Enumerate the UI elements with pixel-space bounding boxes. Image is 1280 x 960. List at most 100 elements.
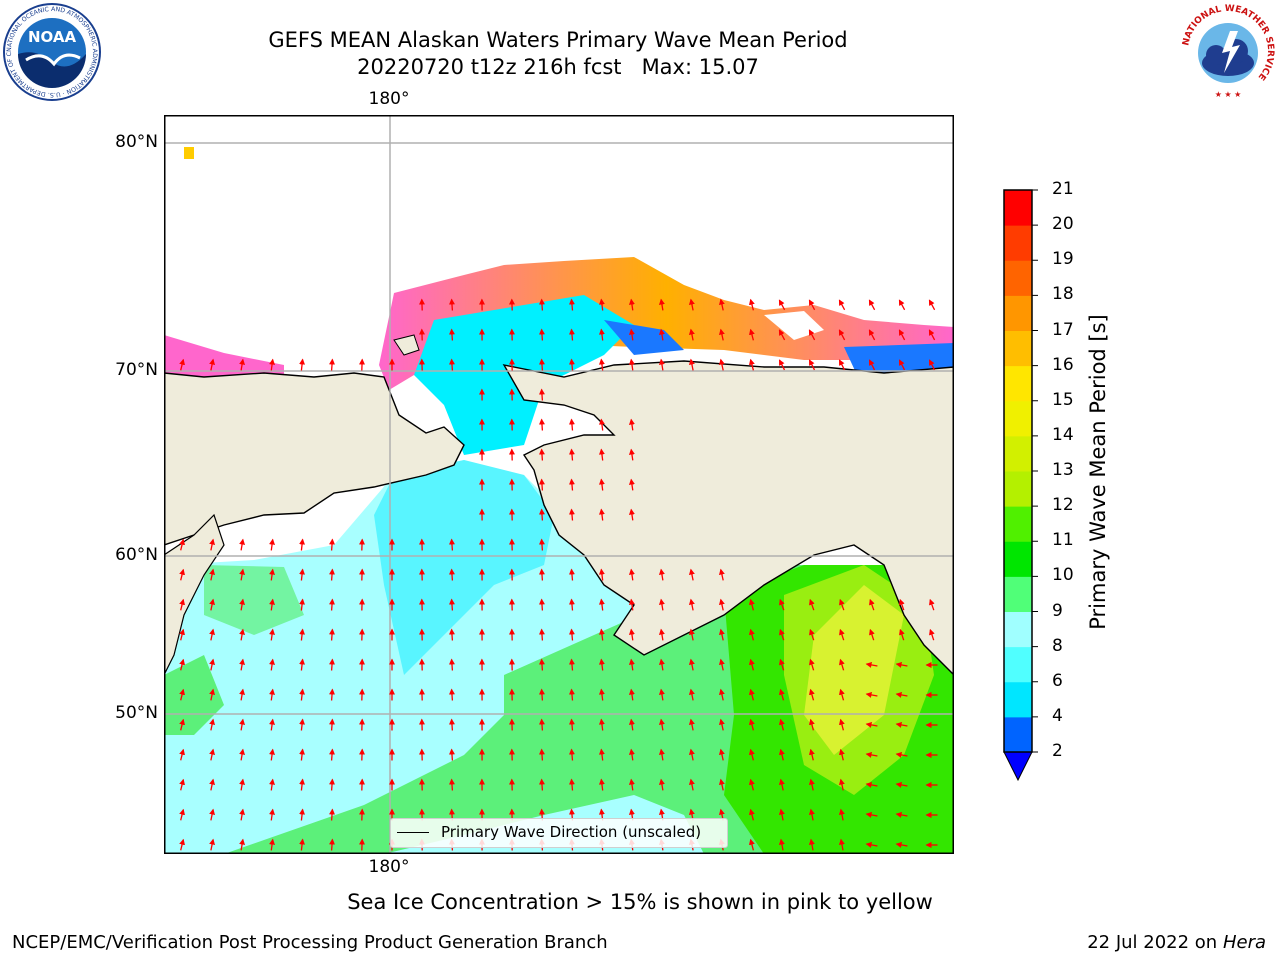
- wave-arrow: [748, 298, 755, 311]
- wave-arrow: [658, 628, 665, 641]
- wave-arrow: [808, 718, 815, 731]
- wave-arrow: [239, 748, 246, 761]
- colorbar-segment: [1004, 506, 1032, 542]
- wave-arrow: [299, 658, 306, 671]
- wave-arrow: [808, 299, 816, 311]
- wave-arrow: [538, 328, 545, 341]
- wave-arrow: [329, 358, 336, 371]
- wave-arrow: [538, 748, 545, 761]
- footer-date-text: 22 Jul 2022 on: [1087, 932, 1223, 953]
- wave-arrow: [299, 718, 306, 731]
- wave-arrow: [898, 329, 906, 341]
- colorbar-tick-label: 13: [1052, 460, 1074, 480]
- wave-arrow: [778, 299, 786, 311]
- wave-arrow: [778, 718, 785, 731]
- wave-arrow: [598, 358, 605, 371]
- wave-arrow: [628, 598, 635, 611]
- wave-arrow: [269, 538, 276, 551]
- wave-arrow: [688, 358, 695, 371]
- wave-arrow: [299, 808, 306, 821]
- wave-arrow: [209, 748, 216, 761]
- wave-arrow: [658, 748, 665, 761]
- wave-arrow: [895, 841, 908, 848]
- wave-arrow: [179, 718, 186, 731]
- wave-direction-arrows: [179, 298, 938, 851]
- wave-arrow: [598, 718, 605, 731]
- wave-arrow: [568, 628, 575, 641]
- wave-arrow: [778, 808, 785, 821]
- wave-arrow: [448, 598, 455, 611]
- wave-arrow: [179, 688, 186, 701]
- wave-arrow: [779, 598, 785, 611]
- wave-arrow: [209, 658, 216, 671]
- wave-arrow: [628, 508, 635, 521]
- wave-arrow: [179, 598, 186, 611]
- wave-arrow: [778, 658, 785, 671]
- wave-arrow: [865, 781, 878, 788]
- wave-arrow: [838, 658, 845, 671]
- footer-host: Hera: [1222, 932, 1266, 953]
- wave-arrow: [898, 359, 906, 371]
- chart-title: GEFS MEAN Alaskan Waters Primary Wave Me…: [268, 28, 848, 52]
- wave-arrow: [179, 358, 186, 371]
- wave-arrow: [269, 808, 276, 821]
- wave-arrow: [688, 598, 695, 611]
- wave-arrow: [838, 808, 845, 821]
- colorbar-segment: [1004, 225, 1032, 261]
- lat-label-80n: 80°N: [115, 132, 158, 152]
- wave-arrow: [329, 598, 336, 611]
- colorbar-tick-label: 21: [1052, 179, 1074, 199]
- colorbar-segment: [1004, 716, 1032, 753]
- wave-arrow: [448, 568, 455, 581]
- wave-arrow: [598, 448, 605, 461]
- wave-arrow: [538, 478, 545, 491]
- wave-arrow: [538, 298, 545, 311]
- wave-arrow: [628, 448, 635, 461]
- nws-logo: NATIONAL WEATHER SERVICE ★ ★ ★: [1180, 3, 1276, 99]
- legend-text: Primary Wave Direction (unscaled): [441, 823, 702, 841]
- wave-arrow: [718, 688, 725, 701]
- wave-arrow: [209, 808, 216, 821]
- colorbar-tick-label: 14: [1052, 424, 1074, 445]
- wave-arrow: [538, 688, 545, 701]
- wave-arrow: [838, 778, 845, 791]
- wave-arrow: [598, 478, 605, 491]
- wave-arrow: [598, 658, 605, 671]
- wave-arrow: [209, 598, 216, 611]
- wave-arrow: [239, 598, 246, 611]
- wave-arrow: [718, 298, 725, 311]
- footer-credit: NCEP/EMC/Verification Post Processing Pr…: [12, 932, 608, 953]
- wave-arrow: [299, 838, 306, 851]
- wave-arrow: [628, 568, 635, 581]
- wave-arrow: [838, 359, 846, 371]
- wave-arrow: [748, 778, 755, 791]
- wave-arrow: [598, 328, 605, 341]
- wave-arrow: [239, 658, 246, 671]
- wave-arrow: [899, 628, 905, 641]
- wave-arrow: [718, 568, 725, 581]
- wave-arrow: [239, 568, 246, 581]
- wave-arrow: [688, 718, 695, 731]
- wave-arrow: [598, 628, 605, 641]
- wave-arrow: [895, 751, 908, 758]
- colorbar-segment: [1004, 681, 1032, 718]
- wave-arrow: [269, 598, 276, 611]
- wave-arrow: [808, 359, 816, 371]
- colorbar-segment: [1004, 400, 1032, 437]
- wave-arrow: [808, 658, 815, 671]
- wave-arrow: [895, 721, 908, 728]
- noaa-logo: NATIONAL OCEANIC AND ATMOSPHERIC ADMINIS…: [2, 2, 101, 101]
- lat-label-60n: 60°N: [115, 545, 158, 565]
- wave-arrow: [568, 358, 575, 371]
- wave-arrow: [538, 628, 545, 641]
- wave-arrow: [209, 568, 216, 581]
- land-siberia: [164, 372, 465, 546]
- colorbar-tick-label: 11: [1052, 530, 1074, 551]
- wave-arrow: [598, 508, 605, 521]
- wave-arrow: [538, 538, 545, 551]
- colorbar-tick-label: 20: [1052, 214, 1074, 235]
- wave-arrow: [269, 628, 276, 641]
- colorbar-tick-label: 19: [1052, 249, 1074, 270]
- wave-arrow: [718, 658, 725, 671]
- svg-text:NOAA: NOAA: [28, 28, 77, 46]
